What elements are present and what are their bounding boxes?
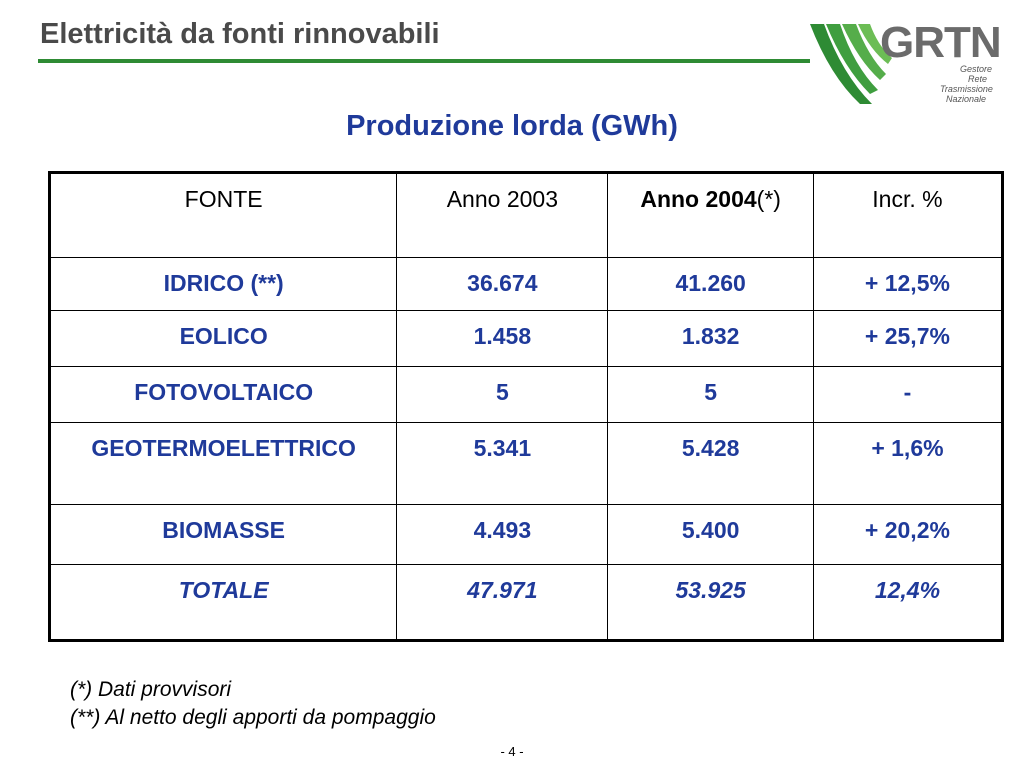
cell-anno-2004: 1.832 xyxy=(607,310,814,367)
logo-subtitle-line: Trasmissione xyxy=(940,84,993,94)
grtn-logo: GRTN Gestore Rete Trasmissione Nazionale xyxy=(808,18,1008,110)
cell-total-incr: 12,4% xyxy=(812,564,1004,641)
cell-total-anno-2003: 47.971 xyxy=(396,564,609,641)
cell-fonte: FOTOVOLTAICO xyxy=(48,366,398,423)
table-row: FOTOVOLTAICO 5 5 - xyxy=(48,366,1004,423)
table-row: EOLICO 1.458 1.832 + 25,7% xyxy=(48,310,1004,367)
column-header-anno-2004-note: (*) xyxy=(756,186,781,212)
footnote-provisional: (*) Dati provvisori xyxy=(70,678,232,701)
logo-subtitle-line: Rete xyxy=(968,74,988,84)
cell-fonte: BIOMASSE xyxy=(48,504,398,565)
header-divider xyxy=(38,59,810,63)
logo-subtitle-line: Gestore xyxy=(960,64,993,74)
cell-incr: + 12,5% xyxy=(812,257,1004,311)
cell-anno-2003: 4.493 xyxy=(396,504,609,565)
cell-anno-2004: 5.428 xyxy=(607,422,814,505)
table-row: IDRICO (**) 36.674 41.260 + 12,5% xyxy=(48,257,1004,311)
cell-anno-2003: 1.458 xyxy=(396,310,609,367)
cell-anno-2004: 41.260 xyxy=(607,257,814,311)
cell-total-fonte: TOTALE xyxy=(48,564,398,641)
cell-anno-2003: 36.674 xyxy=(396,257,609,311)
column-header-anno-2003: Anno 2003 xyxy=(396,172,609,258)
cell-anno-2003: 5.341 xyxy=(396,422,609,505)
column-header-incr: Incr. % xyxy=(812,172,1004,258)
cell-anno-2003: 5 xyxy=(396,366,609,423)
cell-fonte: IDRICO (**) xyxy=(48,257,398,311)
production-table: FONTE Anno 2003 Anno 2004(*) Incr. % IDR… xyxy=(48,171,1004,642)
page-title: Produzione lorda (GWh) xyxy=(346,110,678,142)
cell-incr: - xyxy=(812,366,1004,423)
table-row: BIOMASSE 4.493 5.400 + 20,2% xyxy=(48,504,1004,565)
column-header-anno-2004-label: Anno 2004 xyxy=(640,186,757,212)
header-title: Elettricità da fonti rinnovabili xyxy=(40,18,440,50)
cell-incr: + 25,7% xyxy=(812,310,1004,367)
cell-anno-2004: 5.400 xyxy=(607,504,814,565)
cell-fonte: GEOTERMOELETTRICO xyxy=(48,422,398,505)
grtn-logo-icon xyxy=(810,24,892,104)
footnotes: (*) Dati provvisori (**) Al netto degli … xyxy=(70,676,436,732)
logo-subtitle-line: Nazionale xyxy=(946,94,987,104)
column-header-anno-2004: Anno 2004(*) xyxy=(607,172,814,258)
logo-wordmark: GRTN xyxy=(880,18,1002,67)
cell-incr: + 20,2% xyxy=(812,504,1004,565)
cell-total-anno-2004: 53.925 xyxy=(607,564,814,641)
column-header-fonte: FONTE xyxy=(48,172,398,258)
table-row: GEOTERMOELETTRICO 5.341 5.428 + 1,6% xyxy=(48,422,1004,505)
cell-fonte: EOLICO xyxy=(48,310,398,367)
table-header-row: FONTE Anno 2003 Anno 2004(*) Incr. % xyxy=(48,172,1004,258)
page-number: - 4 - xyxy=(500,744,524,759)
table-total-row: TOTALE 47.971 53.925 12,4% xyxy=(48,564,1004,641)
cell-incr: + 1,6% xyxy=(812,422,1004,505)
footnote-pumping: (**) Al netto degli apporti da pompaggio xyxy=(70,706,436,729)
cell-anno-2004: 5 xyxy=(607,366,814,423)
